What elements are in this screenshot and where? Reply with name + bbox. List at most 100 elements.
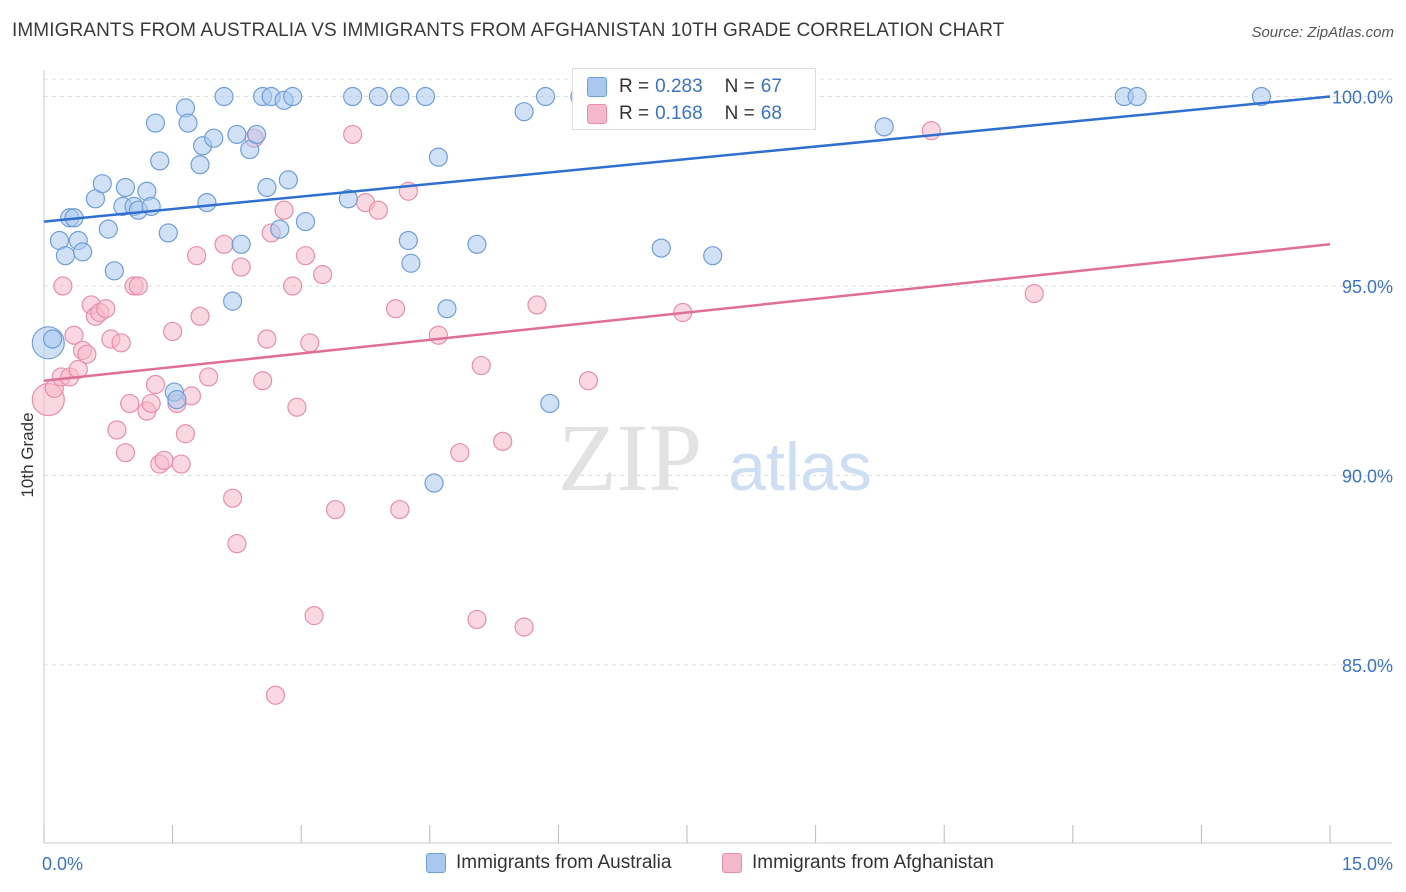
- point-afghanistan: [96, 299, 116, 319]
- point-australia: [197, 193, 217, 213]
- point-australia: [257, 177, 277, 198]
- legend-label-australia: Immigrants from Australia: [456, 852, 672, 873]
- point-afghanistan: [368, 200, 388, 220]
- point-afghanistan: [154, 450, 174, 470]
- point-afghanistan: [283, 276, 303, 296]
- point-afghanistan: [107, 420, 127, 440]
- point-afghanistan: [190, 306, 210, 326]
- point-afghanistan: [343, 124, 363, 145]
- point-australia: [390, 86, 410, 107]
- point-australia: [223, 291, 243, 311]
- point-australia: [398, 230, 418, 251]
- legend-item-afghanistan[interactable]: Immigrants from Afghanistan: [722, 852, 994, 874]
- point-australia: [92, 174, 112, 194]
- point-australia: [283, 86, 303, 107]
- point-australia: [295, 211, 316, 232]
- point-australia: [178, 113, 198, 133]
- watermark-atlas: atlas: [728, 429, 872, 505]
- point-afghanistan: [287, 397, 307, 417]
- stats-row-australia: R = 0.283 N = 67: [587, 76, 782, 98]
- point-australia: [190, 155, 210, 175]
- point-australia: [1251, 86, 1272, 107]
- point-australia: [535, 86, 556, 107]
- point-afghanistan: [68, 359, 88, 379]
- point-afghanistan: [253, 371, 273, 391]
- point-afghanistan: [274, 200, 294, 220]
- point-afghanistan: [175, 424, 196, 444]
- point-afghanistan: [265, 685, 286, 705]
- point-australia: [167, 390, 187, 410]
- source-note: Source: ZipAtlas.com: [1251, 24, 1394, 41]
- stats-n-value: 67: [760, 76, 782, 97]
- y-tick-label: 95.0%: [1342, 277, 1393, 297]
- point-afghanistan: [145, 374, 166, 395]
- point-afghanistan: [385, 299, 406, 319]
- x-tick-label: 0.0%: [42, 854, 83, 874]
- trend-line-afghanistan: [43, 243, 1331, 382]
- stats-row-afghanistan: R = 0.168 N = 68: [587, 103, 782, 125]
- y-tick-label: 100.0%: [1332, 88, 1393, 108]
- x-tick-label: 15.0%: [1342, 854, 1393, 874]
- legend-swatch-australia: [426, 853, 446, 873]
- stats-r-value: 0.283: [655, 76, 703, 97]
- trend-lines: [43, 95, 1331, 382]
- point-australia: [343, 86, 363, 107]
- stats-r-value: 0.168: [655, 103, 703, 124]
- point-australia: [270, 219, 290, 239]
- point-australia: [540, 393, 560, 414]
- point-australia: [158, 223, 178, 243]
- point-australia: [214, 86, 234, 107]
- point-australia: [278, 170, 298, 190]
- point-afghanistan: [514, 617, 534, 637]
- y-tick-label: 90.0%: [1342, 466, 1393, 486]
- y-axis-label: 10th Grade: [18, 412, 37, 497]
- legend-label-afghanistan: Immigrants from Afghanistan: [752, 852, 994, 873]
- point-afghanistan: [493, 431, 513, 451]
- point-australia: [651, 238, 671, 258]
- point-australia: [72, 242, 93, 262]
- series-australia-points: [31, 86, 1272, 493]
- point-afghanistan: [578, 371, 599, 391]
- point-afghanistan: [313, 265, 333, 285]
- point-afghanistan: [304, 606, 324, 626]
- axes: [43, 70, 1392, 844]
- point-afghanistan: [295, 246, 316, 266]
- point-australia: [703, 246, 723, 266]
- point-afghanistan: [390, 499, 410, 520]
- point-australia: [368, 86, 388, 107]
- chart-title: IMMIGRANTS FROM AUSTRALIA VS IMMIGRANTS …: [12, 20, 1005, 41]
- point-afghanistan: [257, 329, 277, 349]
- legend-item-australia[interactable]: Immigrants from Australia: [426, 852, 671, 874]
- point-afghanistan: [325, 499, 346, 520]
- point-australia: [231, 234, 251, 254]
- stats-swatch-afghanistan: [587, 104, 607, 124]
- point-afghanistan: [300, 333, 320, 353]
- point-afghanistan: [199, 367, 219, 387]
- point-afghanistan: [115, 443, 136, 463]
- tick-labels: 85.0% 90.0% 95.0% 100.0% 0.0% 15.0%: [42, 88, 1393, 874]
- point-afghanistan: [141, 393, 161, 414]
- y-tick-label: 85.0%: [1342, 656, 1393, 676]
- point-afghanistan: [450, 443, 470, 463]
- point-afghanistan: [187, 246, 207, 266]
- point-afghanistan: [214, 234, 234, 254]
- point-afghanistan: [128, 276, 148, 296]
- stats-n-value: 68: [760, 103, 782, 124]
- point-afghanistan: [223, 488, 243, 508]
- point-australia: [104, 261, 124, 281]
- point-australia: [401, 253, 421, 273]
- point-afghanistan: [227, 534, 247, 554]
- stats-r-label: R =: [619, 76, 650, 97]
- point-afghanistan: [64, 325, 84, 345]
- point-australia: [55, 246, 76, 266]
- stats-r-label: R =: [619, 103, 650, 124]
- point-afghanistan: [111, 333, 131, 353]
- point-australia: [227, 124, 247, 145]
- point-australia: [98, 219, 118, 239]
- point-afghanistan: [527, 295, 547, 315]
- point-australia: [42, 329, 63, 349]
- point-afghanistan: [1024, 283, 1044, 304]
- point-australia: [874, 117, 894, 137]
- point-australia: [115, 177, 136, 198]
